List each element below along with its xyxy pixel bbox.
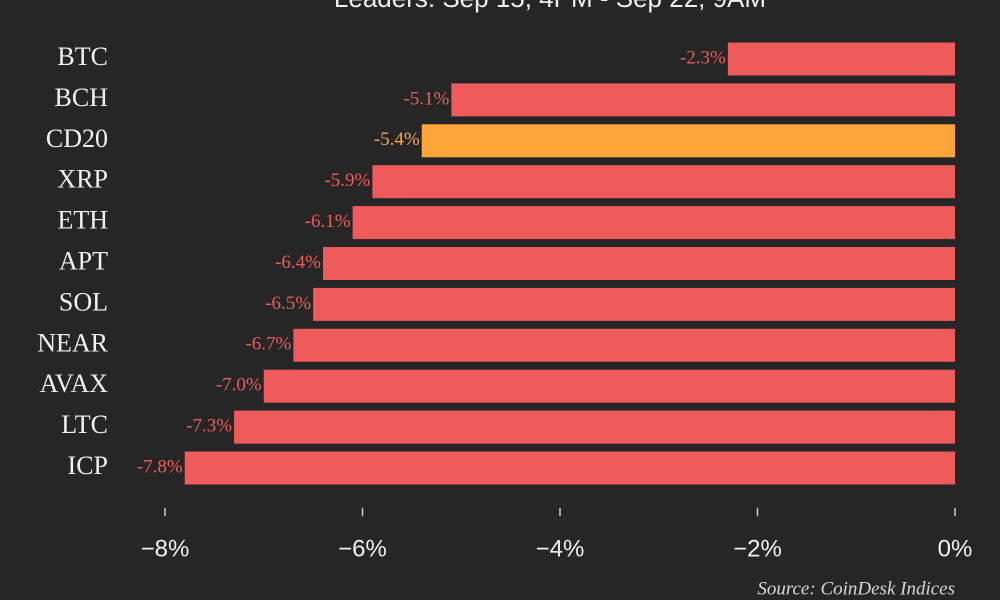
value-label: -7.3% xyxy=(186,415,232,436)
value-label: -6.5% xyxy=(265,293,311,314)
x-tick-label: −8% xyxy=(141,535,190,562)
y-tick-label: AVAX xyxy=(40,369,109,398)
value-label: -6.7% xyxy=(245,334,291,355)
y-tick-label: APT xyxy=(59,246,108,275)
source-note: Source: CoinDesk Indices xyxy=(757,578,955,599)
y-tick-label: BTC xyxy=(57,42,108,71)
y-tick-label: LTC xyxy=(61,410,108,439)
x-tick-label: −6% xyxy=(338,535,387,562)
value-label: -7.8% xyxy=(137,456,183,477)
x-tick-label: 0% xyxy=(938,535,973,562)
bar xyxy=(421,124,955,158)
bar xyxy=(293,328,955,362)
value-label: -5.1% xyxy=(403,88,449,109)
value-label: -6.4% xyxy=(275,252,321,273)
bar xyxy=(234,410,955,444)
x-tick-label: −4% xyxy=(536,535,585,562)
bar xyxy=(263,369,955,403)
bar xyxy=(727,42,955,76)
value-label: -7.0% xyxy=(216,375,262,396)
chart-title: Leaders: Sep 15, 4PM - Sep 22, 9AM xyxy=(334,0,766,13)
y-tick-label: ICP xyxy=(68,451,108,480)
bar xyxy=(323,247,955,280)
y-tick-label: BCH xyxy=(55,83,109,112)
bar xyxy=(184,451,955,485)
y-tick-label: SOL xyxy=(59,287,108,316)
x-tick-label: −2% xyxy=(733,535,782,562)
y-tick-label: CD20 xyxy=(46,124,108,153)
value-label: -5.9% xyxy=(324,170,370,191)
bar xyxy=(372,165,955,199)
value-label: -5.4% xyxy=(374,129,420,150)
bar xyxy=(313,287,955,321)
value-label: -6.1% xyxy=(305,211,351,232)
bar xyxy=(352,206,955,240)
value-label: -2.3% xyxy=(680,47,726,68)
y-tick-label: ETH xyxy=(57,206,108,235)
y-tick-label: XRP xyxy=(57,165,108,194)
bar xyxy=(451,83,955,117)
y-tick-label: NEAR xyxy=(37,328,108,357)
